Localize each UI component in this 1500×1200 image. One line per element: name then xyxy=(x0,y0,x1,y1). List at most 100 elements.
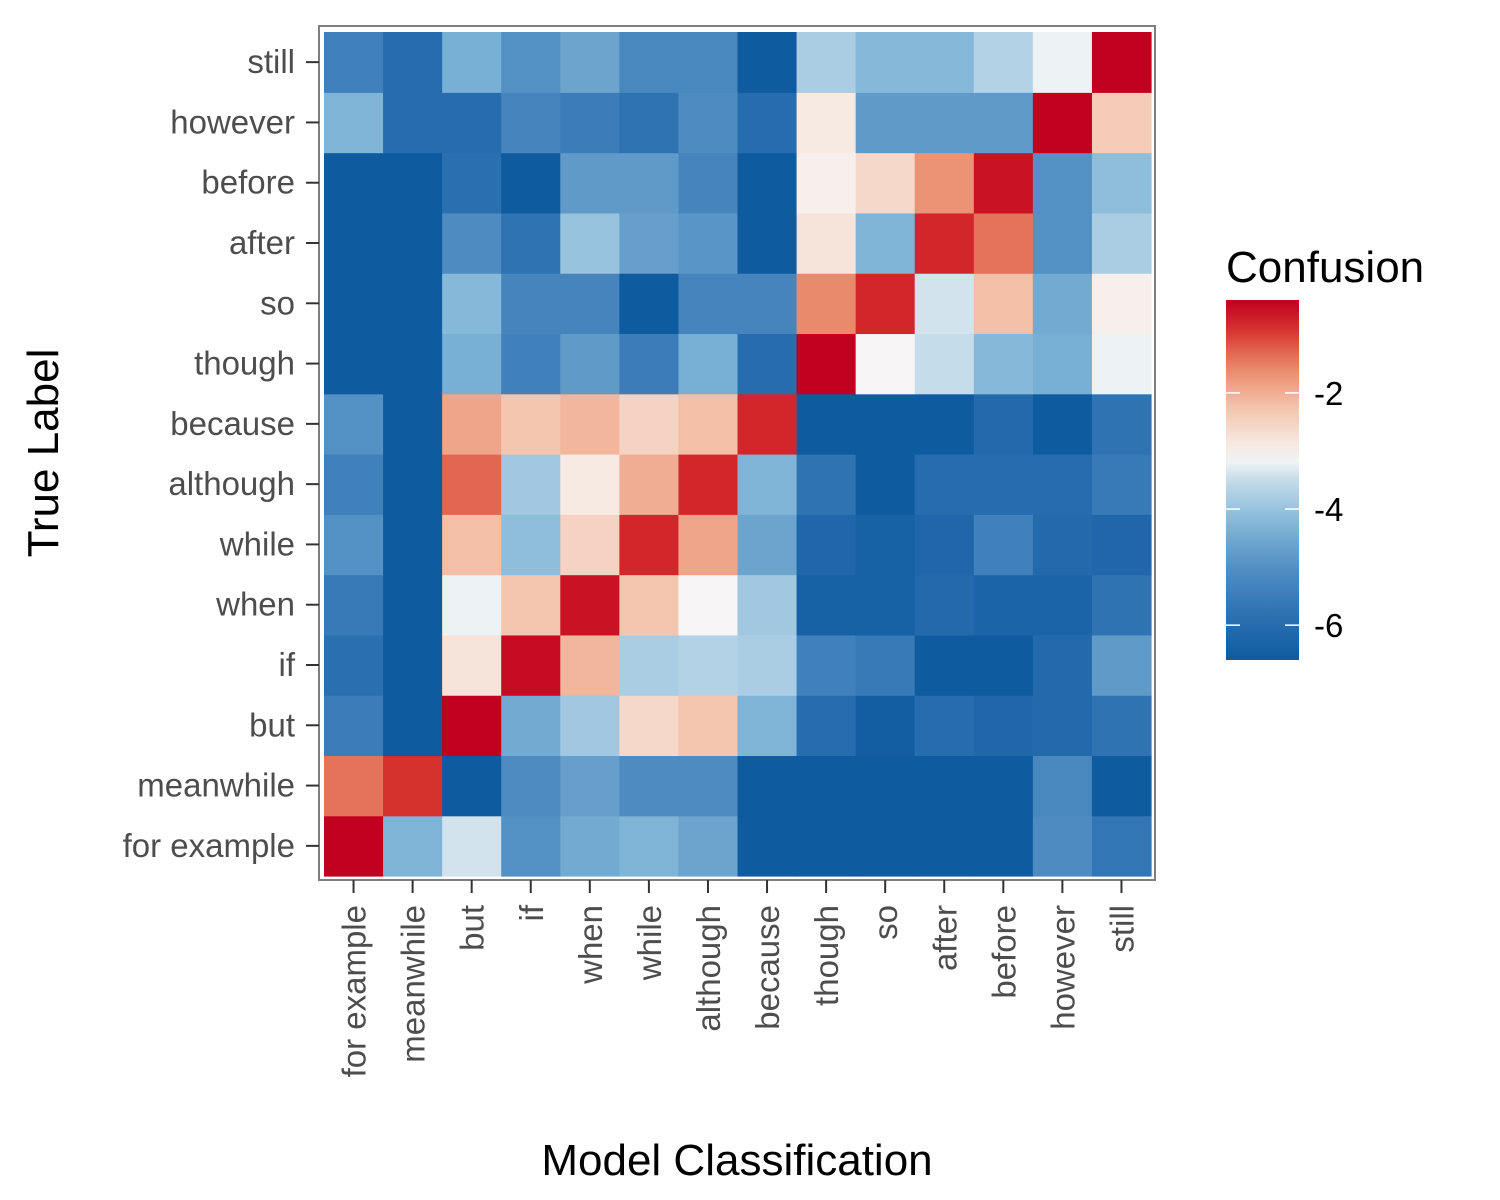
y-tick-label: when xyxy=(215,586,295,623)
heatmap-cell xyxy=(560,212,620,274)
heatmap-cell xyxy=(383,574,443,636)
legend-title: Confusion xyxy=(1226,243,1424,292)
x-tick-label: however xyxy=(1044,905,1081,1030)
heatmap-cell xyxy=(914,393,975,455)
heatmap-cell xyxy=(678,152,739,214)
heatmap-cell xyxy=(678,273,739,335)
x-axis: for example meanwhile but if when while althou… xyxy=(336,880,1141,1077)
heatmap-cell xyxy=(973,815,1034,877)
heatmap-cell xyxy=(501,273,561,335)
y-tick-label: for example xyxy=(123,827,295,864)
heatmap-cell xyxy=(1032,454,1093,515)
colorbar-tick-label: -2 xyxy=(1314,375,1343,412)
heatmap-cell xyxy=(619,32,680,93)
colorbar-ticks: -2 -4 -6 xyxy=(1226,375,1343,644)
heatmap-cell xyxy=(442,212,502,274)
heatmap-cells xyxy=(324,32,1152,877)
heatmap-cell xyxy=(678,574,739,636)
heatmap-cell xyxy=(619,634,680,696)
heatmap-cell xyxy=(501,695,561,757)
heatmap-cell xyxy=(619,695,680,757)
heatmap-cell xyxy=(1091,393,1152,455)
heatmap-cell xyxy=(560,32,620,93)
heatmap-cell xyxy=(383,454,443,515)
heatmap-cell xyxy=(442,574,502,636)
colorbar xyxy=(1226,300,1299,660)
heatmap-cell xyxy=(796,393,857,455)
heatmap-cell xyxy=(737,634,798,696)
heatmap-cell xyxy=(737,393,798,455)
heatmap-cell xyxy=(1091,273,1152,335)
heatmap-cell xyxy=(324,695,384,757)
heatmap-cell xyxy=(855,273,916,335)
heatmap-cell xyxy=(855,574,916,636)
heatmap-cell xyxy=(324,92,384,154)
heatmap-cell xyxy=(383,755,443,817)
heatmap-cell xyxy=(796,815,857,877)
heatmap-cell xyxy=(1091,32,1152,93)
heatmap-cell xyxy=(678,815,739,877)
heatmap-cell xyxy=(324,514,384,576)
heatmap-cell xyxy=(619,454,680,515)
heatmap-cell xyxy=(973,695,1034,757)
colorbar-tick-label: -6 xyxy=(1314,607,1343,644)
heatmap-cell xyxy=(796,333,857,395)
heatmap-cell xyxy=(442,514,502,576)
heatmap-cell xyxy=(796,152,857,214)
heatmap-cell xyxy=(324,454,384,515)
y-tick-label: so xyxy=(260,284,295,321)
heatmap-cell xyxy=(501,755,561,817)
heatmap-cell xyxy=(737,92,798,154)
heatmap-cell xyxy=(855,634,916,696)
heatmap-cell xyxy=(1032,333,1093,395)
heatmap-cell xyxy=(737,333,798,395)
heatmap-cell xyxy=(383,393,443,455)
heatmap-cell xyxy=(383,152,443,214)
heatmap-cell xyxy=(914,815,975,877)
heatmap-cell xyxy=(619,152,680,214)
heatmap-cell xyxy=(855,755,916,817)
heatmap-cell xyxy=(619,755,680,817)
heatmap-cell xyxy=(796,634,857,696)
heatmap-cell xyxy=(619,815,680,877)
y-tick-label: because xyxy=(170,405,295,442)
heatmap-cell xyxy=(973,514,1034,576)
heatmap-cell xyxy=(560,92,620,154)
heatmap-cell xyxy=(442,755,502,817)
heatmap-cell xyxy=(973,634,1034,696)
heatmap-cell xyxy=(855,32,916,93)
heatmap-cell xyxy=(914,695,975,757)
heatmap-cell xyxy=(1032,634,1093,696)
heatmap-cell xyxy=(619,514,680,576)
heatmap-cell xyxy=(796,32,857,93)
heatmap-cell xyxy=(678,333,739,395)
heatmap-cell xyxy=(1032,815,1093,877)
heatmap-cell xyxy=(501,92,561,154)
heatmap-cell xyxy=(914,273,975,335)
heatmap-cell xyxy=(324,574,384,636)
heatmap-cell xyxy=(560,755,620,817)
heatmap-cell xyxy=(855,514,916,576)
heatmap-cell xyxy=(973,212,1034,274)
heatmap-cell xyxy=(1032,574,1093,636)
heatmap-cell xyxy=(324,755,384,817)
heatmap-cell xyxy=(737,815,798,877)
heatmap-cell xyxy=(678,634,739,696)
x-tick-label: still xyxy=(1104,905,1141,953)
heatmap-cell xyxy=(1091,212,1152,274)
heatmap-cell xyxy=(914,333,975,395)
heatmap-cell xyxy=(619,393,680,455)
x-tick-label: before xyxy=(985,905,1022,999)
heatmap-cell xyxy=(442,393,502,455)
heatmap-cell xyxy=(442,152,502,214)
heatmap-cell xyxy=(737,273,798,335)
heatmap-cell xyxy=(855,333,916,395)
y-axis: for example meanwhile but if when while althou… xyxy=(123,43,319,864)
heatmap-cell xyxy=(973,273,1034,335)
y-tick-label: though xyxy=(194,345,295,382)
heatmap-cell xyxy=(855,393,916,455)
heatmap-cell xyxy=(796,695,857,757)
heatmap-cell xyxy=(1032,152,1093,214)
y-axis-title: True Label xyxy=(19,349,68,558)
